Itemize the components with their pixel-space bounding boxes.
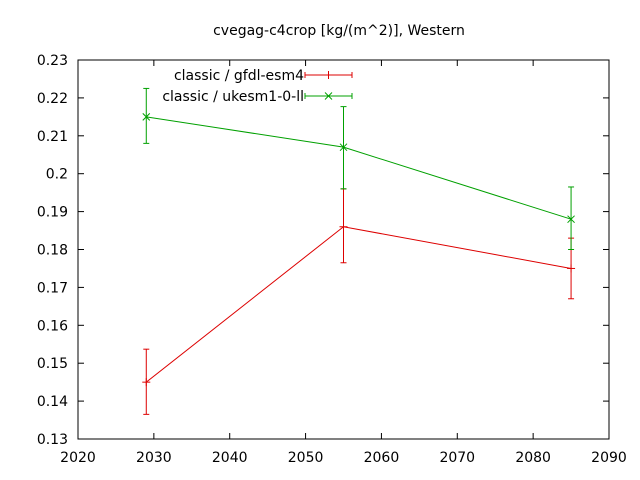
- legend-entry: classic / ukesm1-0-ll: [162, 89, 353, 105]
- series-2: [142, 87, 575, 250]
- y-tick-label: 0.17: [37, 280, 68, 296]
- y-tick-label: 0.13: [37, 432, 68, 448]
- marker-stroke: [324, 92, 333, 100]
- marker-stroke: [567, 215, 575, 224]
- y-tick-label: 0.21: [37, 129, 68, 145]
- x-tick-label: 2080: [515, 450, 551, 466]
- data-point: [142, 112, 151, 121]
- y-tick-label: 0.23: [37, 53, 68, 69]
- x-tick-label: 2040: [212, 450, 248, 466]
- error-bar: [143, 87, 150, 144]
- series-line: [146, 116, 572, 220]
- x-tick-label: 2060: [364, 450, 400, 466]
- y-tick-label: 0.14: [37, 394, 68, 410]
- y-tick-label: 0.16: [37, 318, 68, 334]
- legend-marker: [324, 71, 333, 79]
- legend-label: classic / gfdl-esm4: [174, 68, 304, 84]
- data-point: [567, 215, 575, 224]
- data-point: [339, 222, 348, 231]
- error-bar: [568, 186, 575, 250]
- legend-entry: classic / gfdl-esm4: [174, 68, 353, 84]
- marker-stroke: [339, 143, 348, 152]
- y-tick-label: 0.2: [46, 167, 68, 183]
- legend: classic / gfdl-esm4 classic / ukesm1-0-ll: [162, 68, 353, 105]
- chart-title: cvegag-c4crop [kg/(m^2)], Western: [213, 23, 465, 39]
- data-point: [567, 264, 576, 273]
- y-tick-label: 0.18: [37, 243, 68, 259]
- x-tick-label: 2030: [136, 450, 172, 466]
- series-layer: [142, 87, 576, 415]
- x-tick-label: 2070: [439, 450, 475, 466]
- x-tick-label: 2050: [288, 450, 324, 466]
- data-point: [142, 378, 151, 387]
- x-tick-label: 2090: [591, 450, 627, 466]
- legend-label: classic / ukesm1-0-ll: [162, 89, 304, 105]
- y-tick-label: 0.22: [37, 91, 68, 107]
- x-tick-label: 2020: [60, 450, 96, 466]
- data-point: [339, 143, 348, 152]
- series-line: [145, 226, 572, 383]
- marker-stroke: [142, 112, 151, 121]
- series-1: [142, 188, 576, 415]
- y-tick-label: 0.15: [37, 356, 68, 372]
- legend-marker: [324, 92, 333, 100]
- axes: 2020 2030 2040 2050 2060 2070 2080 2090 0.13 0.14…: [37, 53, 627, 466]
- y-tick-label: 0.19: [37, 205, 68, 221]
